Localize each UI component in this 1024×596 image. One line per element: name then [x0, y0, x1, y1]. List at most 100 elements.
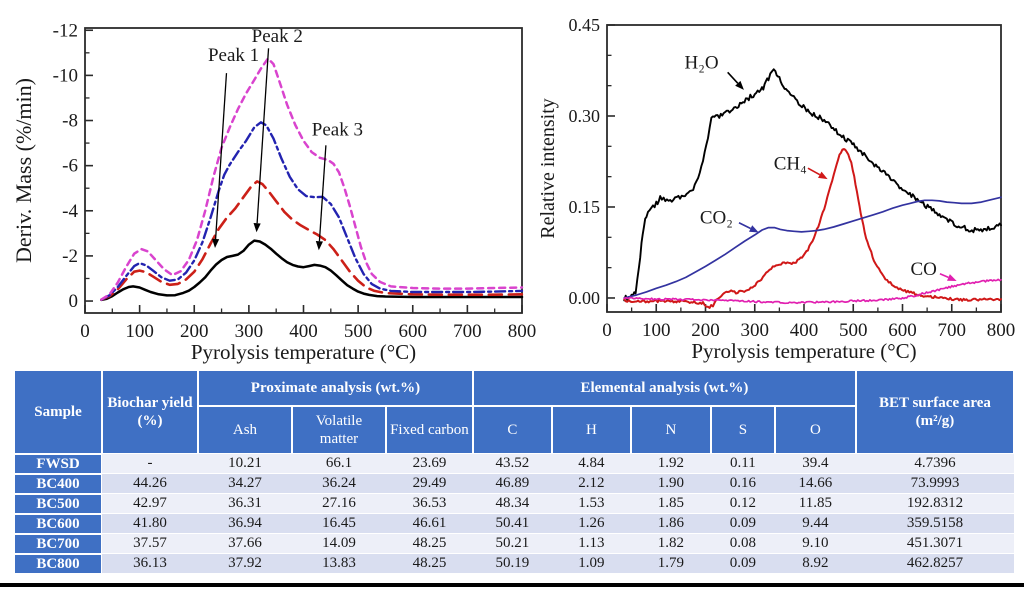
data-cell: 48.25	[385, 554, 473, 574]
data-cell: 36.24	[291, 474, 386, 494]
y-axis-label: Relative intensity	[540, 98, 559, 239]
data-cell: 10.21	[197, 454, 292, 474]
data-cell: 23.69	[385, 454, 473, 474]
gas-evolution-chart: 0 100 200 300 400 500 600 700 800 0.00 0.15 0.30 0.4…	[540, 15, 1015, 363]
annotation-arrowhead	[735, 80, 744, 90]
bottom-rule	[0, 583, 1024, 587]
annotation-label: Peak 1	[208, 45, 259, 66]
data-cell: 37.57	[101, 534, 198, 554]
annotation-arrowhead	[212, 238, 220, 249]
x-tick-label: 100	[125, 321, 154, 342]
annotation-arrowhead	[253, 223, 261, 233]
x-tick-label: 400	[790, 320, 819, 341]
sample-cell: BC400	[14, 474, 102, 494]
data-cell: 1.82	[630, 534, 711, 554]
y-tick-label: 0.30	[569, 106, 601, 126]
data-cell: 8.92	[774, 554, 856, 574]
data-cell: 1.79	[630, 554, 711, 574]
data-cell: 14.09	[291, 534, 386, 554]
data-cell: 0.11	[710, 454, 775, 474]
data-cell: 66.1	[291, 454, 386, 474]
col-header-biochar-yield: Biochar yield (%)	[101, 370, 198, 454]
col-header-proximate-analysis: Proximate analysis (wt.%)	[197, 370, 473, 406]
co2-curve	[623, 196, 1002, 299]
data-cell: 4.84	[551, 454, 631, 474]
sample-cell: BC600	[14, 514, 102, 534]
data-cell: 9.10	[774, 534, 856, 554]
annotation-label: CO₂	[700, 207, 733, 228]
data-cell: 11.85	[774, 494, 856, 514]
data-cell: 37.92	[197, 554, 292, 574]
data-cell: 50.19	[472, 554, 552, 574]
data-cell: 2.12	[551, 474, 631, 494]
x-axis-label: Pyrolysis temperature (°C)	[691, 339, 916, 363]
x-tick-label: 300	[235, 321, 264, 342]
data-cell: 462.8257	[855, 554, 1014, 574]
data-cell: 1.09	[551, 554, 631, 574]
col-header-sample: Sample	[14, 370, 102, 454]
y-tick-label: 0.45	[569, 15, 601, 35]
col-header-ash: Ash	[197, 406, 292, 454]
col-header-fixed-carbon: Fixed carbon	[385, 406, 473, 454]
data-cell: 36.53	[385, 494, 473, 514]
col-header-volatile-matter: Volatile matter	[291, 406, 386, 454]
sample-cell: BC800	[14, 554, 102, 574]
data-cell: 46.89	[472, 474, 552, 494]
col-header-o: O	[774, 406, 856, 454]
dtg-curve-red-dashed	[100, 180, 524, 302]
y-tick-label: -6	[62, 156, 78, 177]
table-row: BC700 37.57 37.66 14.09 48.25 50.21 1.13 1.82 0.…	[14, 534, 1014, 554]
co-curve	[623, 278, 1002, 305]
data-cell: 50.41	[472, 514, 552, 534]
dtg-chart: 0 100 200 300 400 500 600 700 800 0 -2 -4 -6 -8 -10 -12…	[11, 20, 536, 364]
data-cell: 359.5158	[855, 514, 1014, 534]
table-body: FWSD -10.21 66.1 23.69 43.52 4.84 1.92 0.11 39.4…	[14, 454, 1014, 574]
data-cell: 1.92	[630, 454, 711, 474]
x-tick-label: 0	[602, 320, 612, 341]
x-tick-label: 100	[642, 320, 671, 341]
annotation-arrowhead	[315, 241, 323, 251]
data-cell: 43.52	[472, 454, 552, 474]
table-row: BC800 36.13 37.92 13.83 48.25 50.19 1.09 1.79 0.…	[14, 554, 1014, 574]
data-cell: 39.4	[774, 454, 856, 474]
annotation-label: CH₄	[774, 153, 807, 174]
table-row: BC600 41.80 36.94 16.45 46.61 50.41 1.26 1.86 0.…	[14, 514, 1014, 534]
x-tick-label: 500	[344, 321, 373, 342]
x-tick-label: 300	[741, 320, 770, 341]
data-cell: 29.49	[385, 474, 473, 494]
biochar-properties-table: Sample Biochar yield (%) Proximate analy…	[14, 370, 1014, 574]
table-row: BC400 44.26 34.27 36.24 29.49 46.89 2.12 1.90 0.…	[14, 474, 1014, 494]
col-header-h: H	[551, 406, 631, 454]
y-tick-label: 0.00	[569, 288, 601, 308]
sample-cell: BC700	[14, 534, 102, 554]
data-cell: 46.61	[385, 514, 473, 534]
data-cell: 1.86	[630, 514, 711, 534]
x-tick-label: 500	[839, 320, 868, 341]
x-tick-label: 700	[453, 321, 482, 342]
annotation-label: CO	[910, 259, 936, 280]
dtg-curve-magenta-dashed	[100, 57, 524, 301]
annotation-label: Peak 3	[312, 120, 363, 141]
data-cell: 1.90	[630, 474, 711, 494]
col-header-s: S	[710, 406, 775, 454]
x-tick-label: 400	[289, 321, 318, 342]
data-cell: 36.94	[197, 514, 292, 534]
col-header-elemental-analysis: Elemental analysis (wt.%)	[472, 370, 856, 406]
data-cell: 0.12	[710, 494, 775, 514]
data-cell: 1.53	[551, 494, 631, 514]
y-tick-label: -10	[53, 65, 78, 86]
data-cell: -	[101, 454, 198, 474]
data-cell: 0.16	[710, 474, 775, 494]
x-axis-label: Pyrolysis temperature (°C)	[191, 340, 416, 364]
data-cell: 192.8312	[855, 494, 1014, 514]
data-cell: 36.13	[101, 554, 198, 574]
ch4-curve	[623, 148, 1002, 309]
col-header-n: N	[630, 406, 711, 454]
y-tick-label: -12	[53, 20, 78, 41]
data-cell: 1.26	[551, 514, 631, 534]
data-cell: 41.80	[101, 514, 198, 534]
data-cell: 34.27	[197, 474, 292, 494]
table-row: FWSD -10.21 66.1 23.69 43.52 4.84 1.92 0.11 39.4…	[14, 454, 1014, 474]
x-tick-label: 0	[80, 321, 90, 342]
